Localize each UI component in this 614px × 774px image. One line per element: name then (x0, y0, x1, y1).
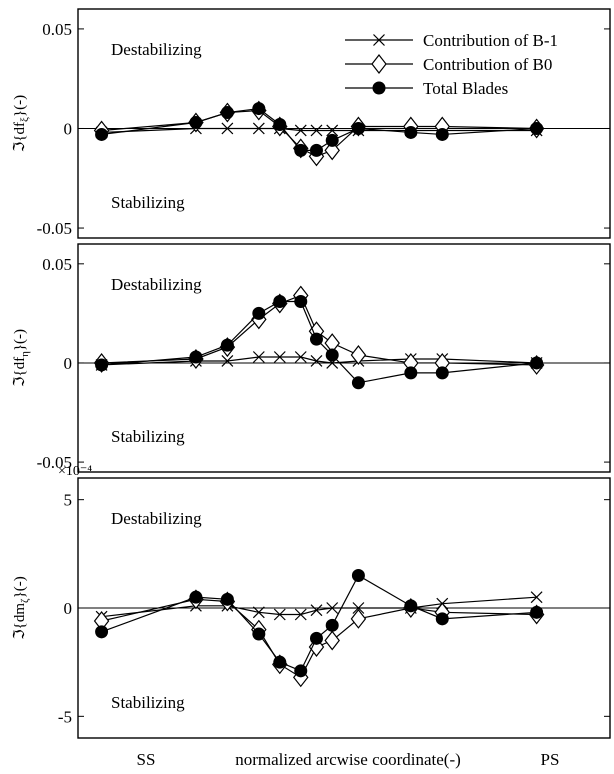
cross-marker (252, 122, 265, 135)
series-total (95, 294, 544, 390)
cross-marker (352, 602, 365, 614)
dot-marker (95, 358, 109, 372)
legend-label: Total Blades (423, 79, 508, 98)
dot-marker (435, 366, 449, 380)
y-tick-label: -5 (58, 707, 72, 726)
destabilizing-label: Destabilizing (111, 40, 202, 59)
legend-diamond-marker (371, 54, 387, 74)
axes-frame (77, 243, 611, 473)
y-tick-label: -0.05 (37, 453, 72, 472)
dot-marker (404, 125, 418, 139)
dot-marker (252, 102, 266, 116)
dot-marker (189, 116, 203, 130)
panel-2: 0.05 0 -0.05 Destabilizing Stabilizing (37, 243, 611, 473)
stabilizing-label: Stabilizing (111, 427, 185, 446)
dot-marker (435, 612, 449, 626)
cross-marker (326, 602, 339, 614)
dot-marker (252, 306, 266, 320)
dot-marker (309, 332, 323, 346)
dot-marker (95, 625, 109, 639)
dot-marker (530, 605, 544, 619)
y-tick-label: -0.05 (37, 219, 72, 238)
dot-marker (294, 664, 308, 678)
dot-marker (404, 366, 418, 380)
series-total-line (101, 574, 537, 672)
dot-marker (95, 127, 109, 141)
x-axis-label: normalized arcwise coordinate(-) (235, 750, 461, 769)
dot-marker (404, 599, 418, 613)
series-b-1-line (101, 356, 537, 366)
panel-3: 5 0 -5 ×10⁻⁴ Destabilizing Stabilizing SS norma… (58, 464, 611, 769)
y-tick-label: 0 (64, 599, 73, 618)
y-axis-label: ℑ{dfξ}(-) (12, 95, 31, 152)
x-tick-label: SS (137, 750, 156, 769)
dot-marker (273, 655, 287, 669)
cross-marker (310, 124, 323, 137)
dot-marker (351, 376, 365, 390)
stabilizing-label: Stabilizing (111, 193, 185, 212)
cross-marker (310, 604, 323, 617)
dot-marker (273, 117, 287, 131)
cross-marker (273, 608, 286, 621)
y-exponent-label: ×10⁻⁴ (58, 464, 92, 479)
dot-marker (294, 143, 308, 157)
legend-dot-marker (372, 81, 386, 95)
dot-marker (351, 121, 365, 135)
diamond-marker (350, 608, 367, 629)
destabilizing-label: Destabilizing (111, 509, 202, 528)
dot-marker (220, 592, 234, 606)
legend-cross-marker (373, 34, 385, 46)
legend-label: Contribution of B0 (423, 55, 552, 74)
dot-marker (189, 350, 203, 364)
dot-marker (530, 121, 544, 135)
cross-marker (294, 351, 307, 363)
y-axis-label: ℑ{dmζ}(-) (12, 576, 31, 640)
dot-marker (325, 618, 339, 632)
diamond-marker (350, 345, 367, 366)
dot-marker (273, 294, 287, 308)
cross-marker (326, 124, 339, 137)
dot-marker (309, 143, 323, 157)
cross-marker (294, 608, 307, 621)
y-tick-label: 0.05 (42, 20, 72, 39)
dot-marker (309, 631, 323, 645)
axes-frame (77, 8, 611, 239)
dot-marker (294, 294, 308, 308)
dot-marker (252, 627, 266, 641)
cross-marker (530, 591, 543, 604)
y-tick-label: 0 (64, 119, 73, 138)
dot-marker (435, 127, 449, 141)
cross-marker (221, 122, 234, 135)
y-axis-label: ℑ{dfη}(-) (12, 329, 31, 387)
series-total (95, 569, 544, 678)
dot-marker (351, 569, 365, 582)
y-tick-label: 0.05 (42, 255, 72, 274)
dot-marker (325, 133, 339, 147)
dot-marker (325, 348, 339, 362)
y-tick-label: 5 (64, 491, 73, 510)
stabilizing-label: Stabilizing (111, 693, 185, 712)
cross-marker (252, 351, 265, 363)
diamond-marker (324, 630, 340, 651)
legend: Contribution of B-1 Contribution of B0 Tot… (345, 31, 558, 98)
dot-marker (530, 356, 544, 370)
cross-marker (273, 351, 286, 363)
series-b-1-line (101, 127, 537, 134)
x-tick-label: PS (541, 750, 560, 769)
y-tick-label: 0 (64, 354, 73, 373)
dot-marker (220, 338, 234, 352)
cross-marker (252, 606, 265, 619)
cross-marker (294, 124, 307, 137)
series-total (95, 102, 544, 157)
panel-1: 0.05 0 -0.05 Destabilizing Stabilizing Contri… (37, 8, 611, 239)
cross-marker (221, 355, 234, 367)
cross-marker (310, 355, 323, 367)
dot-marker (189, 590, 203, 604)
destabilizing-label: Destabilizing (111, 275, 202, 294)
dot-marker (220, 106, 234, 120)
legend-label: Contribution of B-1 (423, 31, 558, 50)
